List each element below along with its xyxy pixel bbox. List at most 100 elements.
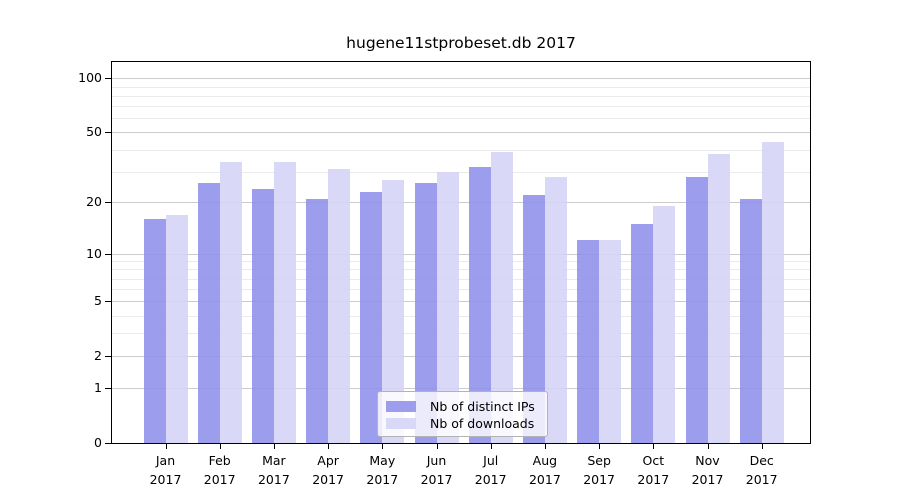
minor-gridline — [112, 261, 810, 263]
x-tick-mark — [707, 444, 709, 449]
month-label: Oct — [642, 453, 665, 468]
minor-gridline — [112, 269, 810, 271]
bar-downloads-aug — [544, 177, 567, 443]
x-tick-label-sep: Sep 2017 — [571, 451, 627, 489]
y-tick-mark — [105, 356, 111, 358]
major-gridline — [112, 78, 810, 80]
bar-distinct-ips-may — [360, 191, 383, 443]
y-tick-mark — [105, 253, 111, 255]
legend-swatch-downloads — [386, 417, 416, 429]
x-tick-mark — [490, 444, 492, 449]
x-tick-mark — [382, 444, 384, 449]
y-tick-mark — [105, 132, 111, 134]
y-tick-label: 10 — [86, 245, 102, 261]
bar-distinct-ips-sep — [577, 240, 600, 443]
bar-downloads-sep — [599, 240, 622, 443]
year-label: 2017 — [745, 472, 778, 487]
month-label: Feb — [208, 453, 231, 468]
x-tick-mark — [328, 444, 330, 449]
y-tick-label: 1 — [94, 380, 102, 396]
bar-distinct-ips-apr — [306, 198, 329, 443]
bar-distinct-ips-nov — [685, 177, 708, 443]
bar-distinct-ips-feb — [197, 182, 220, 443]
bar-downloads-may — [382, 179, 405, 443]
bar-distinct-ips-mar — [251, 188, 274, 443]
bar-downloads-dec — [761, 142, 784, 443]
major-gridline — [112, 301, 810, 303]
bar-downloads-nov — [707, 153, 730, 443]
year-label: 2017 — [257, 472, 290, 487]
x-tick-label-jul: Jul 2017 — [463, 451, 519, 489]
year-label: 2017 — [583, 472, 615, 487]
y-tick-mark — [105, 388, 111, 390]
year-label: 2017 — [203, 472, 236, 487]
bar-downloads-mar — [273, 162, 296, 443]
bar-distinct-ips-jul — [468, 166, 491, 443]
x-tick-label-jan: Jan 2017 — [138, 451, 194, 489]
bar-distinct-ips-aug — [522, 195, 545, 443]
x-tick-mark — [544, 444, 546, 449]
year-label: 2017 — [637, 472, 670, 487]
legend-swatch-distinct-ips — [386, 400, 416, 412]
minor-gridline — [112, 171, 810, 173]
month-label: Jan — [155, 453, 176, 468]
year-label: 2017 — [691, 472, 724, 487]
minor-gridline — [112, 289, 810, 291]
y-tick-label: 50 — [86, 124, 102, 140]
minor-gridline — [112, 333, 810, 335]
y-tick-label: 2 — [94, 348, 102, 364]
y-tick-mark — [105, 443, 111, 444]
minor-gridline — [112, 86, 810, 88]
x-tick-mark — [273, 444, 275, 449]
major-gridline — [112, 253, 810, 255]
y-tick-mark — [105, 301, 111, 303]
month-label: Dec — [749, 453, 774, 468]
legend-row-distinct-ips: Nb of distinct IPs — [386, 398, 547, 414]
x-tick-mark — [165, 444, 167, 449]
x-tick-label-apr: Apr 2017 — [300, 451, 356, 489]
bar-downloads-apr — [328, 169, 351, 443]
bar-downloads-oct — [653, 206, 676, 443]
y-tick-mark — [105, 202, 111, 204]
plot-area — [111, 61, 811, 444]
year-label: 2017 — [474, 472, 507, 487]
minor-gridline — [112, 118, 810, 120]
month-label: Jun — [426, 453, 447, 468]
minor-gridline — [112, 149, 810, 151]
minor-gridline — [112, 106, 810, 108]
legend: Nb of distinct IPs Nb of downloads — [377, 391, 548, 437]
month-label: Aug — [532, 453, 558, 468]
bar-distinct-ips-oct — [631, 224, 654, 443]
bar-downloads-jan — [165, 214, 188, 443]
x-tick-label-jun: Jun 2017 — [409, 451, 465, 489]
month-label: Apr — [317, 453, 339, 468]
x-tick-label-aug: Aug 2017 — [517, 451, 573, 489]
minor-gridline — [112, 95, 810, 97]
minor-gridline — [112, 315, 810, 317]
month-label: Jul — [483, 453, 499, 468]
y-tick-label: 20 — [86, 194, 102, 210]
year-label: 2017 — [528, 472, 561, 487]
bar-distinct-ips-jun — [414, 182, 437, 443]
x-tick-mark — [436, 444, 438, 449]
x-tick-label-dec: Dec 2017 — [734, 451, 790, 489]
year-label: 2017 — [149, 472, 182, 487]
x-tick-mark — [653, 444, 655, 449]
year-label: 2017 — [312, 472, 344, 487]
y-tick-mark — [105, 78, 111, 80]
x-tick-label-nov: Nov 2017 — [680, 451, 736, 489]
x-tick-mark — [219, 444, 221, 449]
legend-row-downloads: Nb of downloads — [386, 415, 547, 431]
x-tick-mark — [761, 444, 763, 449]
major-gridline — [112, 388, 810, 390]
bar-downloads-jul — [490, 151, 513, 443]
month-label: Nov — [695, 453, 720, 468]
bar-distinct-ips-dec — [739, 198, 762, 443]
y-tick-label: 5 — [94, 293, 102, 309]
major-gridline — [112, 202, 810, 204]
y-tick-label: 0 — [94, 435, 102, 450]
year-label: 2017 — [420, 472, 453, 487]
y-tick-label: 100 — [78, 70, 102, 86]
legend-label-downloads: Nb of downloads — [430, 415, 535, 431]
